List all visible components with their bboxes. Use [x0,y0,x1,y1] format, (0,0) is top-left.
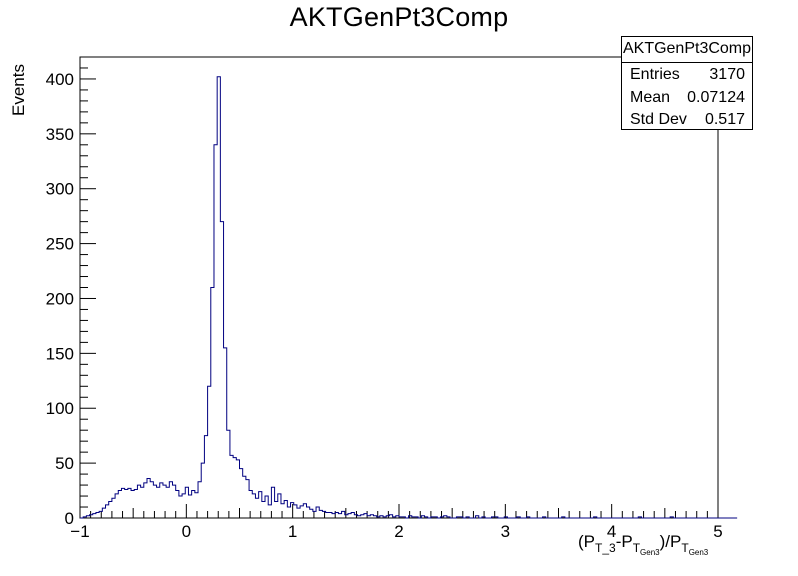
x-tick-label: 0 [182,522,191,541]
stats-row-mean: Mean 0.07124 [622,86,752,109]
x-axis-label-sub2: T [632,541,641,555]
x-axis-label-sub3b: Gen3 [688,548,709,557]
y-tick-label: 100 [46,399,74,418]
y-axis-label: Events [9,64,28,116]
histogram-line [80,76,738,519]
x-tick-label: 3 [501,522,510,541]
y-tick-label: 400 [46,70,74,89]
y-tick-label: 350 [46,125,74,144]
x-axis-label-sub1: T_3 [595,541,616,555]
y-tick-label: 250 [46,235,74,254]
x-axis-label-open: (P [578,532,595,551]
x-tick-label: 5 [713,522,722,541]
y-tick-label: 150 [46,344,74,363]
y-tick-label: 50 [55,454,74,473]
stats-row-entries: Entries 3170 [622,63,752,86]
x-tick-label: −1 [70,522,89,541]
y-tick-label: 0 [65,509,74,528]
x-axis-label: (PT_3-PTGen3)/PTGen3 [578,532,708,557]
x-axis-label-close: )/P [659,532,682,551]
x-axis: −1 0 1 2 3 4 5 [70,504,723,541]
y-tick-label: 200 [46,289,74,308]
x-tick-label: 2 [394,522,403,541]
stats-std-label: Std Dev [630,111,687,128]
x-axis-label-sub2b: Gen3 [640,548,660,557]
x-axis-label-sub3: T [681,541,689,555]
x-axis-label-minus: -P [615,532,633,551]
stats-mean-label: Mean [630,88,671,106]
stats-box: AKTGenPt3Comp Entries 3170 Mean 0.07124 … [621,36,753,130]
chart-title: AKTGenPt3Comp [289,2,509,32]
stats-std-value: 0.517 [704,111,745,128]
stats-mean-value: 0.07124 [687,88,745,106]
stats-entries-label: Entries [630,66,680,83]
y-axis: 0 50 100 150 200 250 300 350 400 [46,56,96,528]
x-tick-label: 4 [607,522,616,541]
stats-row-std: Std Dev 0.517 [622,108,752,131]
x-tick-label: 1 [288,522,297,541]
stats-title: AKTGenPt3Comp [622,37,752,63]
y-tick-label: 300 [46,180,74,199]
stats-entries-value: 3170 [709,66,745,83]
